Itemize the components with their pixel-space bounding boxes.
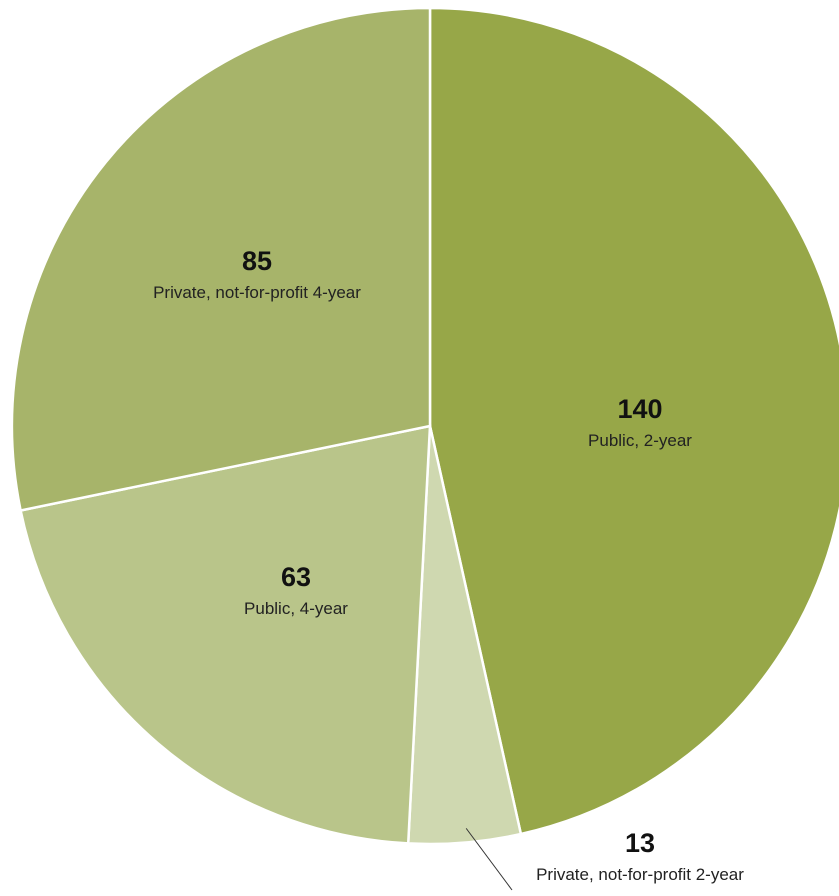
leader-line-private-not-for-profit-2-year <box>465 828 513 891</box>
pie-slices <box>10 6 839 846</box>
slice-value-private-not-for-profit-2-year: 13 <box>625 828 655 858</box>
pie-slice-public-2-year <box>428 6 839 836</box>
pie-slice-public-4-year <box>19 424 432 845</box>
pie-labels: 140 Public, 2-year 13 Private, not-for-prof… <box>153 246 744 891</box>
slice-label-public-4-year: Public, 4-year <box>244 599 348 618</box>
slice-label-private-not-for-profit-4-year: Private, not-for-profit 4-year <box>153 283 361 302</box>
slice-label-public-2-year: Public, 2-year <box>588 431 692 450</box>
slice-value-public-2-year: 140 <box>617 394 662 424</box>
pie-slice-private-not-for-profit-4-year <box>10 6 432 512</box>
slice-value-public-4-year: 63 <box>281 562 311 592</box>
slice-value-private-not-for-profit-4-year: 85 <box>242 246 272 276</box>
slice-label-private-not-for-profit-2-year: Private, not-for-profit 2-year <box>536 865 744 884</box>
